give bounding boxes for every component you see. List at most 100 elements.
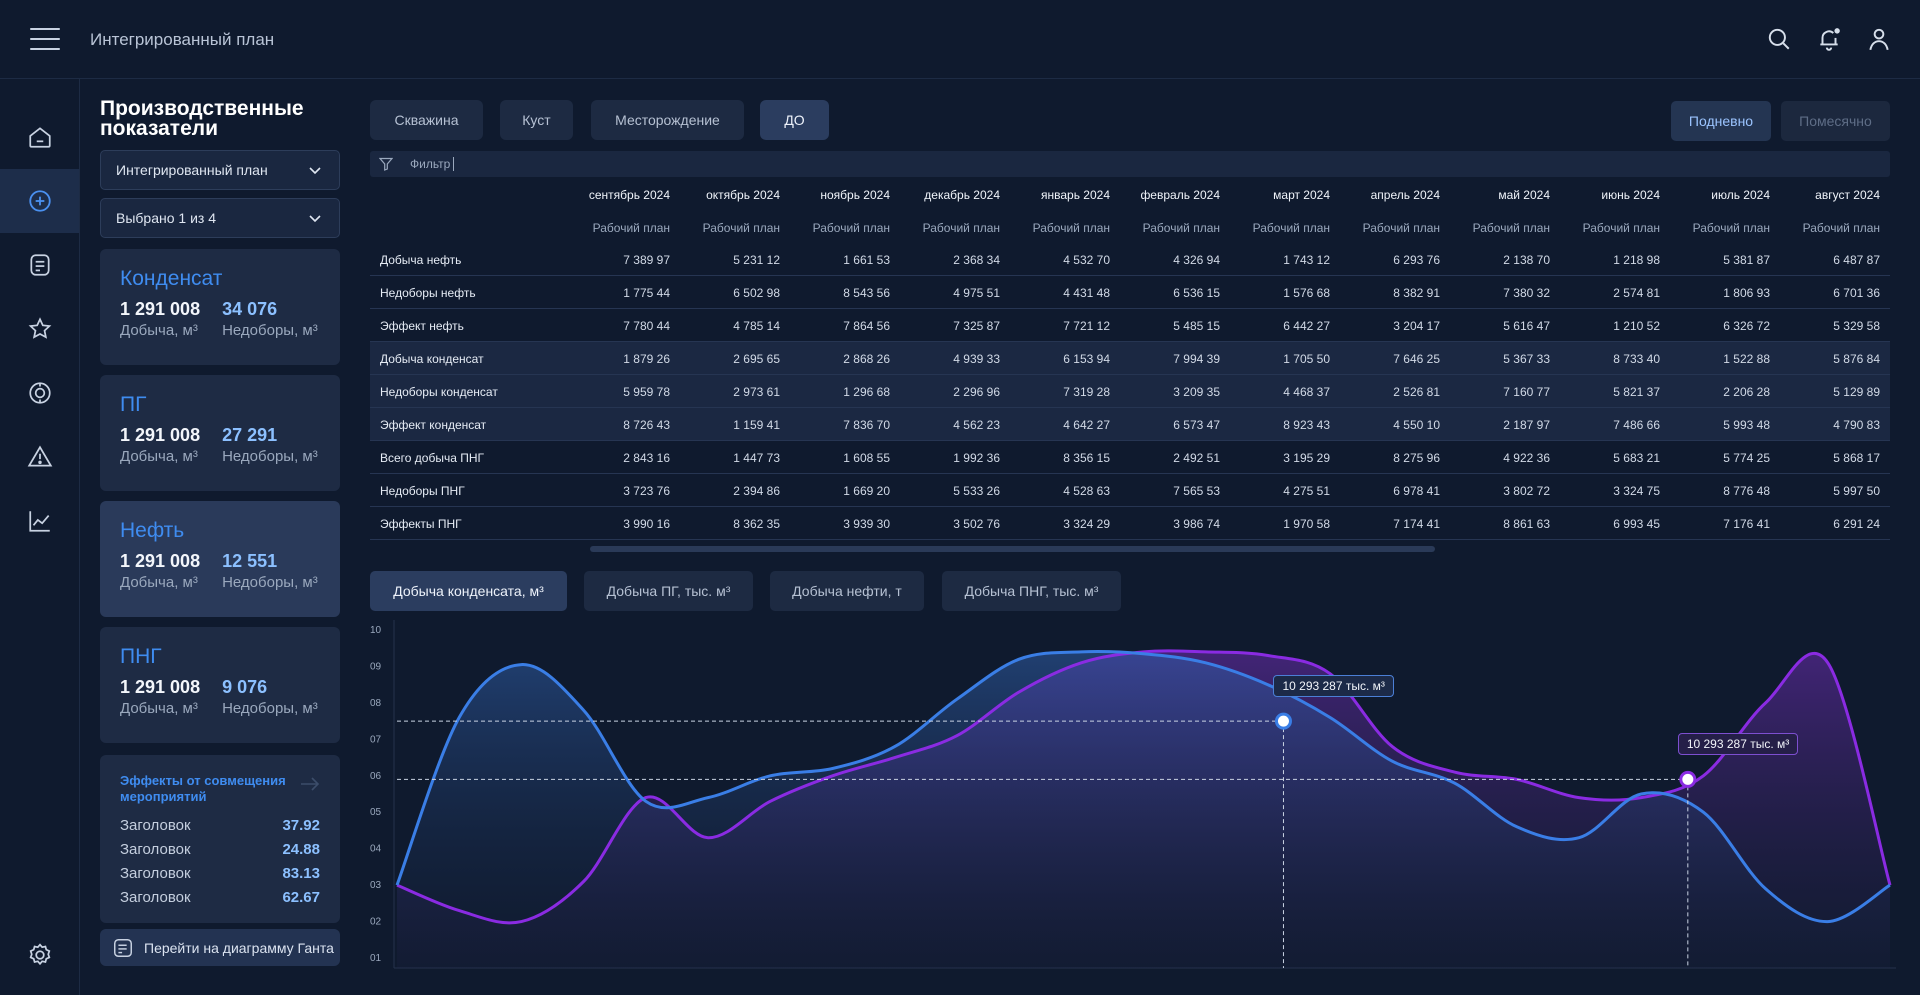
period-daily-button[interactable]: Подневно: [1671, 101, 1771, 141]
card-oil[interactable]: Нефть 1 291 008 Добыча, м³ 12 551 Недоборы…: [100, 501, 340, 617]
table-cell: 1 576 68: [1283, 286, 1330, 300]
table-cell: 1 218 98: [1613, 253, 1660, 267]
document-icon[interactable]: [0, 233, 79, 297]
menu-icon[interactable]: [30, 28, 60, 50]
plus-circle-icon[interactable]: [0, 169, 79, 233]
tab-cluster[interactable]: Куст: [500, 100, 573, 140]
table-cell: 8 543 56: [843, 286, 890, 300]
table-scrollbar[interactable]: [590, 546, 1435, 552]
table-cell: 5 485 15: [1173, 319, 1220, 333]
row-label: Эффекты ПНГ: [380, 517, 462, 531]
chart-icon[interactable]: [0, 489, 79, 553]
data-point-marker[interactable]: [1274, 712, 1292, 730]
table-cell: 1 608 55: [843, 451, 890, 465]
chart-tab-gas[interactable]: Добыча ПГ, тыс. м³: [584, 571, 753, 611]
column-header-month: ноябрь 2024: [820, 188, 890, 202]
column-subheader: Рабочий план: [592, 221, 670, 235]
arrow-right-icon[interactable]: [300, 777, 320, 791]
shortfall-value: 34 076: [222, 299, 278, 319]
user-icon[interactable]: [1866, 26, 1892, 52]
card-title: Конденсат: [120, 267, 223, 290]
card-gas[interactable]: ПГ 1 291 008 Добыча, м³ 27 291 Недоборы, м…: [100, 375, 340, 491]
table-cell: 3 990 16: [623, 517, 670, 531]
table-cell: 5 381 87: [1723, 253, 1770, 267]
table-row[interactable]: Добыча нефть 7 389 97 5 231 12 1 661 53 2 36…: [370, 243, 1890, 276]
table-cell: 6 153 94: [1063, 352, 1110, 366]
table-row[interactable]: Недоборы ПНГ 3 723 76 2 394 86 1 669 20 5 53…: [370, 474, 1890, 507]
table-cell: 7 160 77: [1503, 385, 1550, 399]
table-row[interactable]: Эффект конденсат 8 726 43 1 159 41 7 836 70…: [370, 408, 1890, 441]
effect-label: Заголовок: [120, 841, 191, 858]
table-cell: 3 204 17: [1393, 319, 1440, 333]
table-row[interactable]: Недоборы конденсат 5 959 78 2 973 61 1 296 …: [370, 375, 1890, 408]
table-row[interactable]: Эффекты ПНГ 3 990 16 8 362 35 3 939 30 3 502…: [370, 507, 1890, 540]
table-cell: 1 296 68: [843, 385, 890, 399]
column-header-month: август 2024: [1815, 188, 1880, 202]
shortfall-label: Недоборы, м³: [222, 700, 318, 717]
table-cell: 6 502 98: [733, 286, 780, 300]
shortfall-label: Недоборы, м³: [222, 448, 318, 465]
table-cell: 5 959 78: [623, 385, 670, 399]
bell-icon[interactable]: [1816, 26, 1842, 52]
target-icon[interactable]: [0, 361, 79, 425]
filter-input[interactable]: Фильтр: [370, 151, 1890, 177]
filter-placeholder: Фильтр: [410, 157, 451, 171]
star-icon[interactable]: [0, 297, 79, 361]
period-monthly-button[interactable]: Помесячно: [1781, 101, 1890, 141]
shortfall-value: 9 076: [222, 677, 268, 697]
table-cell: 4 275 51: [1283, 484, 1330, 498]
settings-icon[interactable]: [0, 923, 79, 987]
table-cell: 3 209 35: [1173, 385, 1220, 399]
table-cell: 7 174 41: [1393, 517, 1440, 531]
y-tick-label: 06: [370, 771, 382, 782]
plan-select[interactable]: Интегрированный план: [100, 150, 340, 190]
table-cell: 6 487 87: [1833, 253, 1880, 267]
table-cell: 1 970 58: [1283, 517, 1330, 531]
table-row[interactable]: Всего добыча ПНГ 2 843 16 1 447 73 1 608 55…: [370, 441, 1890, 474]
count-select[interactable]: Выбрано 1 из 4: [100, 198, 340, 238]
chart-tab-condensate[interactable]: Добыча конденсата, м³: [370, 571, 567, 611]
table-cell: 7 380 32: [1503, 286, 1550, 300]
left-nav: [0, 79, 80, 995]
chart-tab-apg[interactable]: Добыча ПНГ, тыс. м³: [942, 571, 1121, 611]
column-subheader: Рабочий план: [1142, 221, 1220, 235]
table-cell: 3 502 76: [953, 517, 1000, 531]
table-cell: 5 367 33: [1503, 352, 1550, 366]
table-cell: 7 721 12: [1063, 319, 1110, 333]
home-icon[interactable]: [0, 105, 79, 169]
table-cell: 2 394 86: [733, 484, 780, 498]
tab-field[interactable]: Месторождение: [591, 100, 744, 140]
gantt-button[interactable]: Перейти на диаграмму Ганта: [100, 929, 340, 966]
production-label: Добыча, м³: [120, 322, 198, 339]
warning-icon[interactable]: [0, 425, 79, 489]
row-label: Эффект конденсат: [380, 418, 487, 432]
column-header-month: февраль 2024: [1140, 188, 1220, 202]
table-row[interactable]: Недоборы нефть 1 775 44 6 502 98 8 543 56 4 …: [370, 276, 1890, 309]
data-point-marker[interactable]: [1679, 770, 1697, 788]
tab-do[interactable]: ДО: [760, 100, 829, 140]
search-icon[interactable]: [1766, 26, 1792, 52]
column-subheader: Рабочий план: [1252, 221, 1330, 235]
table-cell: 6 291 24: [1833, 517, 1880, 531]
column-subheader: Рабочий план: [1472, 221, 1550, 235]
tab-well[interactable]: Скважина: [370, 100, 483, 140]
column-header-month: май 2024: [1498, 188, 1550, 202]
column-subheader: Рабочий план: [1802, 221, 1880, 235]
effects-title: Эффекты от совмещения мероприятий: [120, 773, 286, 804]
table-cell: 5 993 48: [1723, 418, 1770, 432]
column-subheader: Рабочий план: [1362, 221, 1440, 235]
table-cell: 8 275 96: [1393, 451, 1440, 465]
card-apg[interactable]: ПНГ 1 291 008 Добыча, м³ 9 076 Недоборы, м…: [100, 627, 340, 743]
table-cell: 7 780 44: [623, 319, 670, 333]
table-row[interactable]: Добыча конденсат 1 879 26 2 695 65 2 868 26…: [370, 342, 1890, 375]
effect-row: Заголовок 24.88: [120, 841, 320, 858]
table-row[interactable]: Эффект нефть 7 780 44 4 785 14 7 864 56 7 32…: [370, 309, 1890, 342]
card-condensate[interactable]: Конденсат 1 291 008 Добыча, м³ 34 076 Недо…: [100, 249, 340, 365]
table-cell: 5 868 17: [1833, 451, 1880, 465]
app-title: Интегрированный план: [90, 30, 275, 49]
effect-label: Заголовок: [120, 889, 191, 906]
table-cell: 2 695 65: [733, 352, 780, 366]
table-cell: 4 468 37: [1283, 385, 1330, 399]
table-cell: 3 802 72: [1503, 484, 1550, 498]
chart-tab-oil[interactable]: Добыча нефти, т: [770, 571, 924, 611]
